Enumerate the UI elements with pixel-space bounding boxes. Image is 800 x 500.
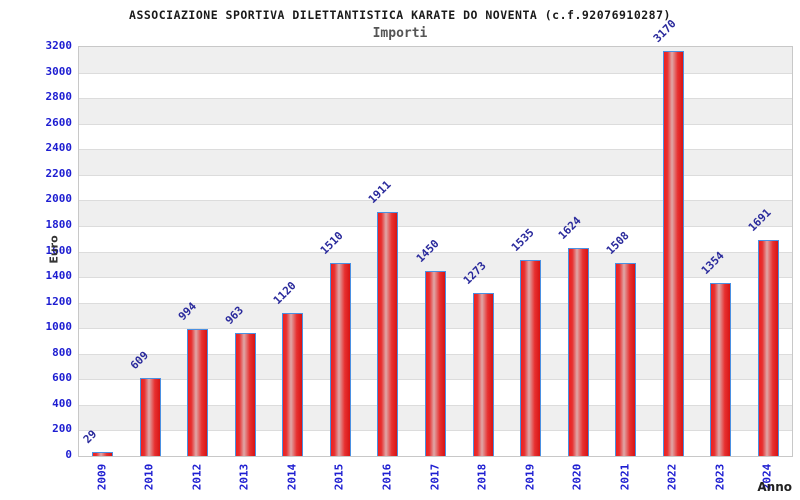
y-tick-label: 1600 — [45, 243, 73, 257]
x-tick-label: 2022 — [665, 463, 679, 491]
y-axis-title: Euro — [47, 235, 61, 264]
y-tick-label: 1000 — [45, 320, 73, 334]
bar-2014 — [282, 312, 304, 456]
y-tick-label: 800 — [52, 345, 72, 359]
x-tick-label: 2019 — [523, 463, 537, 491]
y-tick-label: 2600 — [45, 115, 73, 129]
x-tick-label: 2017 — [428, 463, 441, 491]
grid-band — [79, 47, 792, 73]
grid-band — [79, 200, 792, 226]
x-tick-label: 2020 — [570, 463, 584, 491]
bar-2021 — [615, 263, 637, 456]
grid-band — [79, 149, 792, 175]
x-tick-label: 2014 — [285, 463, 299, 491]
y-tick-label: 2800 — [45, 90, 73, 104]
grid-band — [79, 98, 792, 124]
y-tick-label: 2200 — [45, 166, 73, 180]
x-tick-label: 2016 — [380, 463, 394, 491]
bar-2009 — [92, 452, 114, 456]
bar-2010 — [139, 378, 161, 456]
bar-2022 — [662, 50, 684, 456]
x-tick-label: 2018 — [475, 463, 489, 491]
bar-2017 — [425, 270, 446, 456]
bar-2023 — [710, 282, 732, 456]
bar-2013 — [234, 332, 256, 456]
chart-title: ASSOCIAZIONE SPORTIVA DILETTANTISTICA KA… — [129, 8, 671, 22]
y-tick-label: 1200 — [45, 294, 73, 308]
grid-band — [79, 174, 792, 201]
y-tick-label: 1400 — [45, 269, 73, 283]
bar-2019 — [520, 259, 542, 456]
bar-2018 — [472, 293, 494, 456]
y-tick-label: 3200 — [45, 39, 73, 52]
y-tick-label: 600 — [52, 371, 72, 385]
x-tick-label: 2015 — [332, 463, 346, 491]
x-tick-label: 2009 — [95, 463, 109, 491]
grid-band — [79, 72, 792, 99]
y-tick-label: 0 — [65, 448, 72, 461]
bar-2012 — [187, 328, 209, 456]
x-tick-label: 2021 — [618, 463, 632, 491]
plot-area: 29 609 994 963 1120 1510 1911 1450 1273 1535 1624 1… — [78, 17, 793, 457]
bar-2024 — [757, 239, 779, 456]
y-tick-label: 200 — [52, 422, 72, 436]
bar-2015 — [329, 263, 351, 456]
x-tick-label: 2023 — [713, 463, 727, 491]
x-tick-label: 2010 — [142, 463, 156, 491]
y-tick-label: 2400 — [45, 141, 73, 155]
x-axis-title: Anno — [757, 480, 792, 494]
x-tick-label: 2013 — [237, 463, 251, 491]
y-tick-label: 1800 — [45, 217, 73, 231]
bar-2016 — [377, 211, 399, 456]
chart-subtitle: Importi — [372, 26, 428, 41]
y-tick-label: 2000 — [45, 192, 73, 206]
bar-2020 — [567, 248, 589, 456]
y-tick-label: 400 — [52, 396, 72, 410]
y-tick-label: 3000 — [45, 64, 73, 78]
x-tick-label: 2012 — [190, 463, 204, 491]
grid-band — [79, 123, 792, 150]
